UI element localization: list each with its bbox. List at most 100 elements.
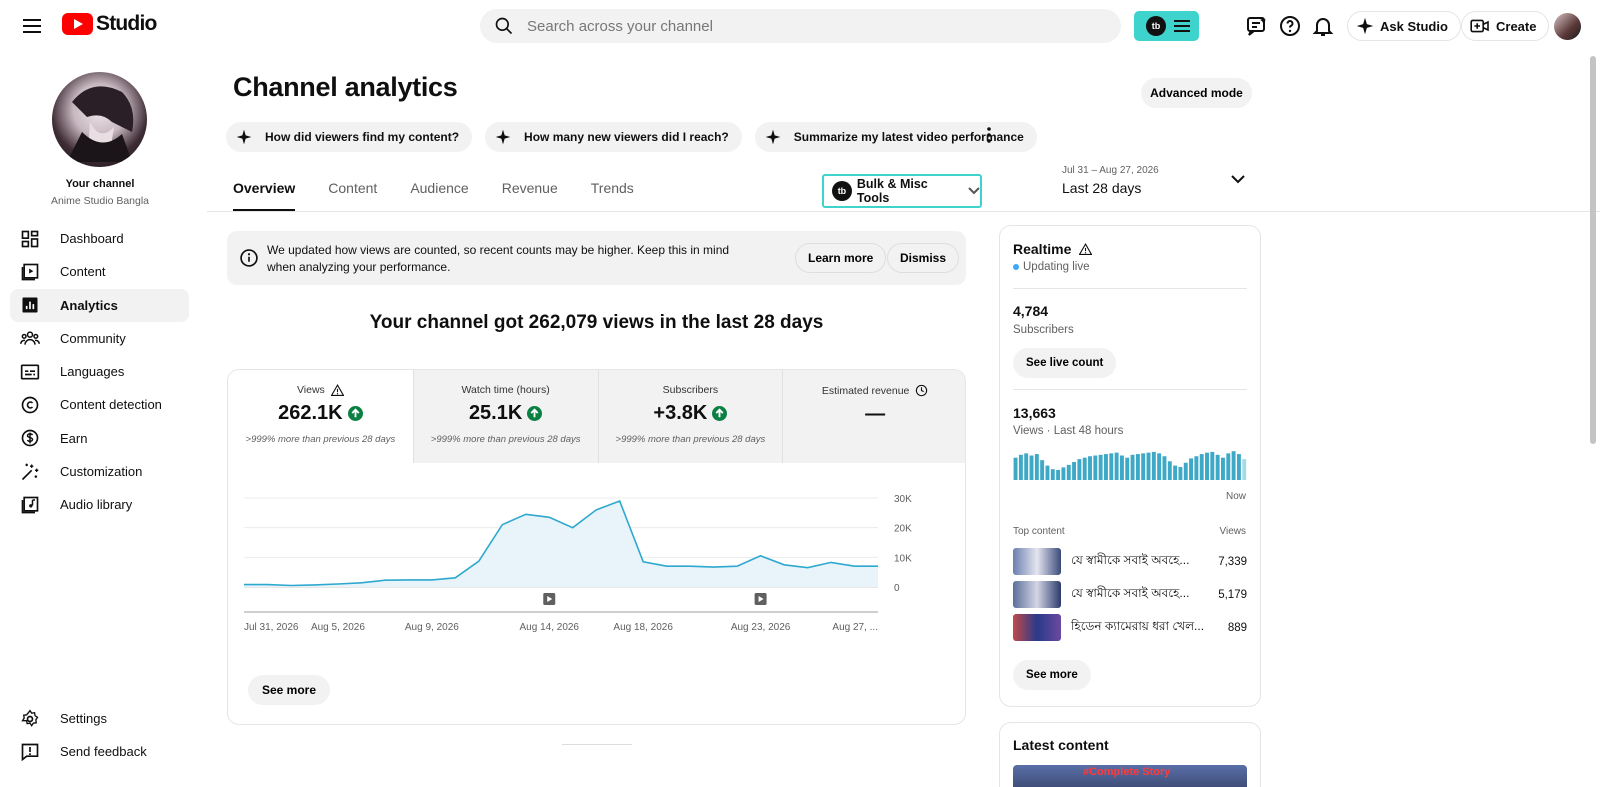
realtime-bar bbox=[1162, 456, 1167, 480]
chip-label: How many new viewers did I reach? bbox=[524, 130, 729, 144]
metric-value: — bbox=[865, 403, 886, 425]
realtime-bar bbox=[1045, 465, 1050, 480]
views-headline: Your channel got 262,079 views in the la… bbox=[369, 312, 824, 333]
notifications-bell-icon[interactable] bbox=[1311, 14, 1335, 38]
bulk-misc-tools-button[interactable]: tb Bulk & Misc Tools bbox=[822, 174, 982, 208]
metric-subscribers[interactable]: Subscribers +3.8K >999% more than previo… bbox=[597, 370, 783, 463]
create-label: Create bbox=[1496, 18, 1537, 34]
see-more-button[interactable]: See more bbox=[1013, 660, 1091, 690]
sidebar-item-label: Send feedback bbox=[60, 744, 147, 760]
y-tick-label: 0 bbox=[894, 583, 900, 594]
realtime-bar bbox=[1226, 453, 1231, 480]
sidebar-item-label: Analytics bbox=[60, 297, 118, 313]
sidebar-item-label: Content detection bbox=[60, 397, 162, 413]
realtime-bar bbox=[1088, 456, 1092, 480]
sidebar-item-send-feedback[interactable]: Send feedback bbox=[10, 735, 189, 768]
video-thumbnail bbox=[1013, 581, 1061, 608]
search-icon bbox=[495, 17, 513, 35]
realtime-bar bbox=[1167, 461, 1172, 480]
realtime-bar bbox=[1114, 452, 1119, 480]
sidebar-item-dashboard[interactable]: Dashboard bbox=[10, 222, 189, 255]
realtime-bar bbox=[1029, 455, 1034, 480]
realtime-title: Realtime bbox=[1013, 241, 1072, 257]
now-label: Now bbox=[1225, 491, 1246, 502]
metric-watch-time[interactable]: Watch time (hours) 25.1K >999% more than… bbox=[412, 370, 598, 463]
studio-logo[interactable]: Studio bbox=[62, 12, 157, 36]
chevron-down-icon[interactable] bbox=[1230, 174, 1246, 184]
tab-revenue[interactable]: Revenue bbox=[501, 180, 558, 196]
see-live-count-button[interactable]: See live count bbox=[1013, 348, 1117, 378]
y-tick-label: 10K bbox=[894, 553, 912, 564]
suggestion-chip[interactable]: How many new viewers did I reach? bbox=[485, 122, 742, 152]
date-range-text: Jul 31 – Aug 27, 2026 bbox=[1062, 165, 1159, 176]
suggestion-chips: How did viewers find my content? How man… bbox=[226, 122, 1050, 152]
sidebar-item-label: Community bbox=[60, 330, 126, 346]
channel-avatar[interactable] bbox=[52, 72, 147, 167]
realtime-bar bbox=[1178, 467, 1183, 480]
see-more-button[interactable]: See more bbox=[248, 675, 331, 705]
realtime-bar bbox=[1072, 462, 1077, 480]
learn-more-button[interactable]: Learn more bbox=[795, 243, 887, 273]
metric-comparison: >999% more than previous 28 days bbox=[245, 434, 396, 445]
ask-studio-button[interactable]: Ask Studio bbox=[1347, 11, 1461, 41]
suggestion-chip[interactable]: How did viewers find my content? bbox=[226, 122, 473, 152]
tab-trends[interactable]: Trends bbox=[590, 180, 634, 196]
tab-overview[interactable]: Overview bbox=[233, 180, 296, 212]
sidebar-item-analytics[interactable]: Analytics bbox=[10, 288, 189, 322]
views-update-notice: We updated how views are counted, so rec… bbox=[227, 231, 966, 285]
latest-video-thumbnail[interactable]: #Complete Story bbox=[1013, 765, 1247, 787]
video-views: 5,179 bbox=[1218, 588, 1247, 601]
analytics-tabs: Overview Content Audience Revenue Trends bbox=[233, 180, 667, 212]
page-scrollbar[interactable] bbox=[1590, 56, 1596, 444]
sidebar-item-earn[interactable]: Earn bbox=[10, 422, 189, 455]
top-content-row[interactable]: যে স্বামীকে সবাই অবহে... 7,339 bbox=[1013, 548, 1247, 575]
realtime-bar bbox=[1034, 454, 1039, 480]
metric-estimated-revenue[interactable]: Estimated revenue — bbox=[782, 370, 965, 463]
create-button[interactable]: Create bbox=[1461, 11, 1550, 41]
play-icon bbox=[547, 596, 553, 602]
realtime-bar bbox=[1104, 454, 1108, 480]
sidebar-item-content-detection[interactable]: Content detection bbox=[10, 388, 189, 421]
feedback-list-icon[interactable] bbox=[1245, 14, 1269, 38]
search-bar[interactable] bbox=[480, 9, 1121, 43]
chevron-down-icon bbox=[968, 187, 980, 195]
info-icon bbox=[240, 249, 258, 267]
top-content-row[interactable]: হিডেন ক্যামেরায় ধরা খেল... 889 bbox=[1013, 614, 1247, 641]
sidebar-item-label: Audio library bbox=[60, 497, 133, 513]
realtime-bar bbox=[1194, 456, 1199, 480]
search-input[interactable] bbox=[527, 9, 1087, 43]
chip-label: Summarize my latest video performance bbox=[793, 130, 1024, 144]
suggestion-chip[interactable]: Summarize my latest video performance bbox=[754, 122, 1037, 152]
series-area bbox=[244, 501, 878, 587]
x-tick-label: Aug 18, 2026 bbox=[613, 622, 673, 633]
top-content-row[interactable]: যে স্বামীকে সবাই অবহে... 5,179 bbox=[1013, 581, 1247, 608]
sidebar-item-community[interactable]: Community bbox=[10, 322, 189, 355]
metric-views[interactable]: Views 262.1K >999% more than previous 28… bbox=[228, 370, 413, 463]
dismiss-button[interactable]: Dismiss bbox=[887, 243, 960, 273]
tubebuddy-button[interactable]: tb bbox=[1134, 11, 1199, 41]
video-views: 889 bbox=[1227, 621, 1247, 634]
tab-audience[interactable]: Audience bbox=[410, 180, 469, 196]
thumbnail-text: #Complete Story bbox=[1083, 766, 1171, 778]
realtime-card: Realtime Updating live 4,784 Subscribers… bbox=[999, 225, 1261, 707]
realtime-views-label: Views · Last 48 hours bbox=[1013, 425, 1124, 437]
sidebar-item-content[interactable]: Content bbox=[10, 255, 189, 288]
x-tick-label: Aug 27, ... bbox=[832, 622, 878, 633]
menu-icon[interactable] bbox=[20, 14, 44, 38]
content-icon bbox=[21, 263, 39, 281]
account-avatar[interactable] bbox=[1554, 13, 1581, 40]
sidebar-item-customization[interactable]: Customization bbox=[10, 455, 189, 488]
more-vertical-icon[interactable] bbox=[982, 126, 996, 144]
realtime-bar bbox=[1205, 452, 1209, 480]
date-range-picker[interactable]: Jul 31 – Aug 27, 2026 Last 28 days bbox=[1062, 165, 1159, 196]
x-tick-label: Aug 14, 2026 bbox=[520, 622, 580, 633]
help-icon[interactable] bbox=[1278, 14, 1302, 38]
advanced-mode-button[interactable]: Advanced mode bbox=[1141, 78, 1252, 108]
sidebar-item-audio-library[interactable]: Audio library bbox=[10, 488, 189, 521]
metric-tabs: Views 262.1K >999% more than previous 28… bbox=[228, 370, 965, 463]
sidebar-item-languages[interactable]: Languages bbox=[10, 355, 189, 388]
realtime-bar bbox=[1125, 457, 1130, 480]
tab-content[interactable]: Content bbox=[328, 180, 378, 196]
metric-value: +3.8K bbox=[653, 402, 708, 424]
sidebar-item-settings[interactable]: Settings bbox=[10, 702, 189, 735]
